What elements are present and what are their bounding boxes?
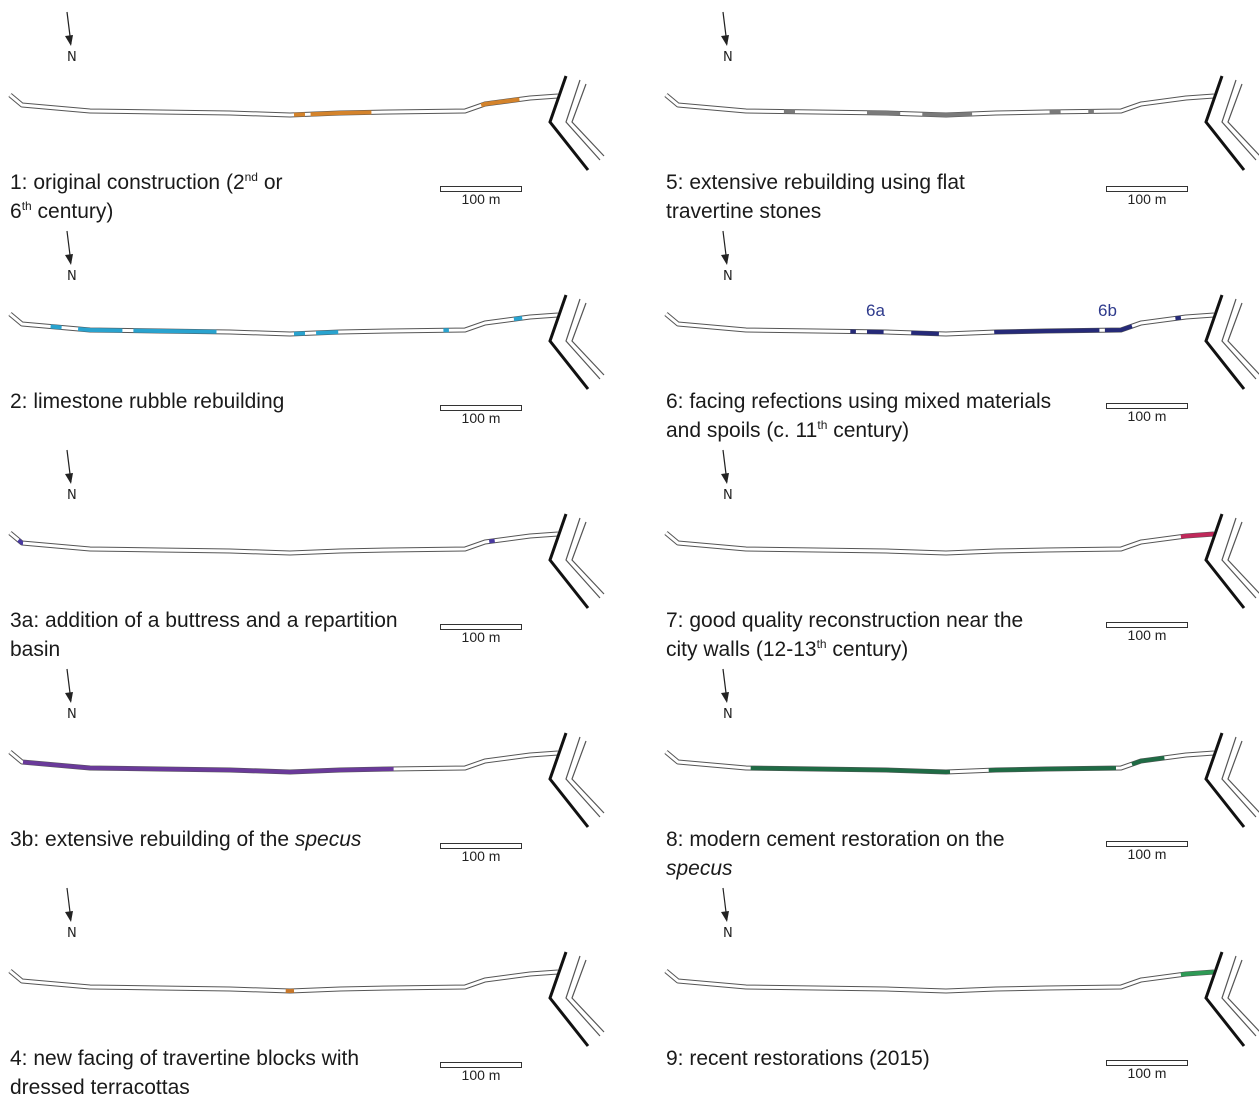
phase-caption: 6: facing refections using mixed materia… — [666, 387, 1051, 445]
phase-segment — [78, 329, 122, 331]
caption-italic: specus — [295, 828, 362, 851]
phase-sublabel: 6a — [866, 301, 885, 321]
north-label: N — [67, 926, 77, 941]
phase-segment — [911, 333, 939, 334]
phase-segment — [994, 330, 1099, 332]
scale-label: 100 m — [1105, 1065, 1189, 1081]
phase-caption: 3a: addition of a buttress and a reparti… — [10, 606, 398, 664]
north-arrow-icon — [721, 888, 729, 922]
caption-line: dressed terracottas — [10, 1073, 359, 1102]
phase-caption: 2: limestone rubble rebuilding — [10, 387, 284, 416]
north-arrow-icon — [721, 450, 729, 484]
city-walls — [550, 295, 604, 389]
phase-caption: 3b: extensive rebuilding of the specus — [10, 825, 361, 854]
phase-segment — [311, 112, 372, 114]
caption-line: 6: facing refections using mixed materia… — [666, 387, 1051, 416]
city-walls — [1206, 295, 1259, 389]
phase-segment — [922, 114, 972, 115]
caption-line: 8: modern cement restoration on the — [666, 825, 1005, 854]
north-arrow-icon — [721, 12, 729, 46]
scale-label: 100 m — [439, 1067, 523, 1083]
scale-label: 100 m — [439, 848, 523, 864]
caption-line: 1: original construction (2nd or — [10, 168, 283, 197]
north-label: N — [723, 488, 733, 503]
phase-segment — [133, 331, 216, 332]
north-arrow-icon — [65, 12, 73, 46]
north-label: N — [723, 50, 733, 65]
scale-label: 100 m — [439, 410, 523, 426]
city-walls — [550, 733, 604, 827]
caption-superscript: th — [22, 199, 32, 213]
caption-line: 3a: addition of a buttress and a reparti… — [10, 606, 398, 635]
caption-line: 2: limestone rubble rebuilding — [10, 387, 284, 416]
north-arrow-icon — [721, 669, 729, 703]
north-label: N — [723, 269, 733, 284]
north-label: N — [723, 707, 733, 722]
phase-segment — [1181, 972, 1214, 975]
phase-segment — [1181, 534, 1214, 537]
north-label: N — [67, 269, 77, 284]
phase-segment — [867, 113, 900, 114]
scale-label: 100 m — [1105, 408, 1189, 424]
city-walls — [550, 952, 604, 1046]
phase-sublabel: 6b — [1098, 301, 1117, 321]
caption-line: 9: recent restorations (2015) — [666, 1044, 930, 1073]
north-label: N — [67, 50, 77, 65]
phase-segment — [316, 332, 338, 333]
phase-panel-9: N 9: recent restorations (2015) 100 m — [666, 876, 1259, 1095]
city-walls — [1206, 952, 1259, 1046]
phase-segment — [989, 768, 1116, 770]
scale-label: 100 m — [1105, 627, 1189, 643]
north-label: N — [67, 707, 77, 722]
north-label: N — [67, 488, 77, 503]
phase-segment — [1105, 326, 1132, 330]
north-arrow-icon — [721, 231, 729, 265]
north-arrow-icon — [65, 231, 73, 265]
north-arrow-icon — [65, 669, 73, 703]
caption-line: 3b: extensive rebuilding of the specus — [10, 825, 361, 854]
city-walls — [1206, 76, 1259, 170]
scale-label: 100 m — [439, 629, 523, 645]
phase-panel-3a: N 3a: addition of a buttress and a repart… — [10, 438, 640, 657]
city-walls — [1206, 514, 1259, 608]
phase-segment — [514, 318, 522, 319]
scale-label: 100 m — [439, 191, 523, 207]
north-label: N — [723, 926, 733, 941]
phase-panel-4: N 4: new facing of travertine blocks with… — [10, 876, 640, 1095]
phase-segment — [23, 762, 394, 772]
phase-panel-2: N 2: limestone rubble rebuilding 100 m — [10, 219, 640, 438]
phase-segment — [489, 541, 495, 542]
north-arrow-icon — [65, 450, 73, 484]
caption-superscript: th — [817, 637, 827, 651]
phase-panel-7: N 7: good quality reconstruction near the… — [666, 438, 1259, 657]
phase-panel-3b: N 3b: extensive rebuilding of the specus 1… — [10, 657, 640, 876]
caption-line: 5: extensive rebuilding using flat — [666, 168, 965, 197]
scale-label: 100 m — [1105, 191, 1189, 207]
caption-superscript: nd — [245, 170, 258, 184]
city-walls — [550, 514, 604, 608]
scale-label: 100 m — [1105, 846, 1189, 862]
caption-superscript: th — [817, 418, 827, 432]
phase-panel-6: N 6: facing refections using mixed materi… — [666, 219, 1259, 438]
caption-line: 4: new facing of travertine blocks with — [10, 1044, 359, 1073]
phase-segment — [51, 327, 62, 328]
city-walls — [550, 76, 604, 170]
city-walls — [1206, 733, 1259, 827]
caption-line: 7: good quality reconstruction near the — [666, 606, 1023, 635]
north-arrow-icon — [65, 888, 73, 922]
phase-caption: 9: recent restorations (2015) — [666, 1044, 930, 1073]
phase-segment — [1175, 318, 1181, 319]
